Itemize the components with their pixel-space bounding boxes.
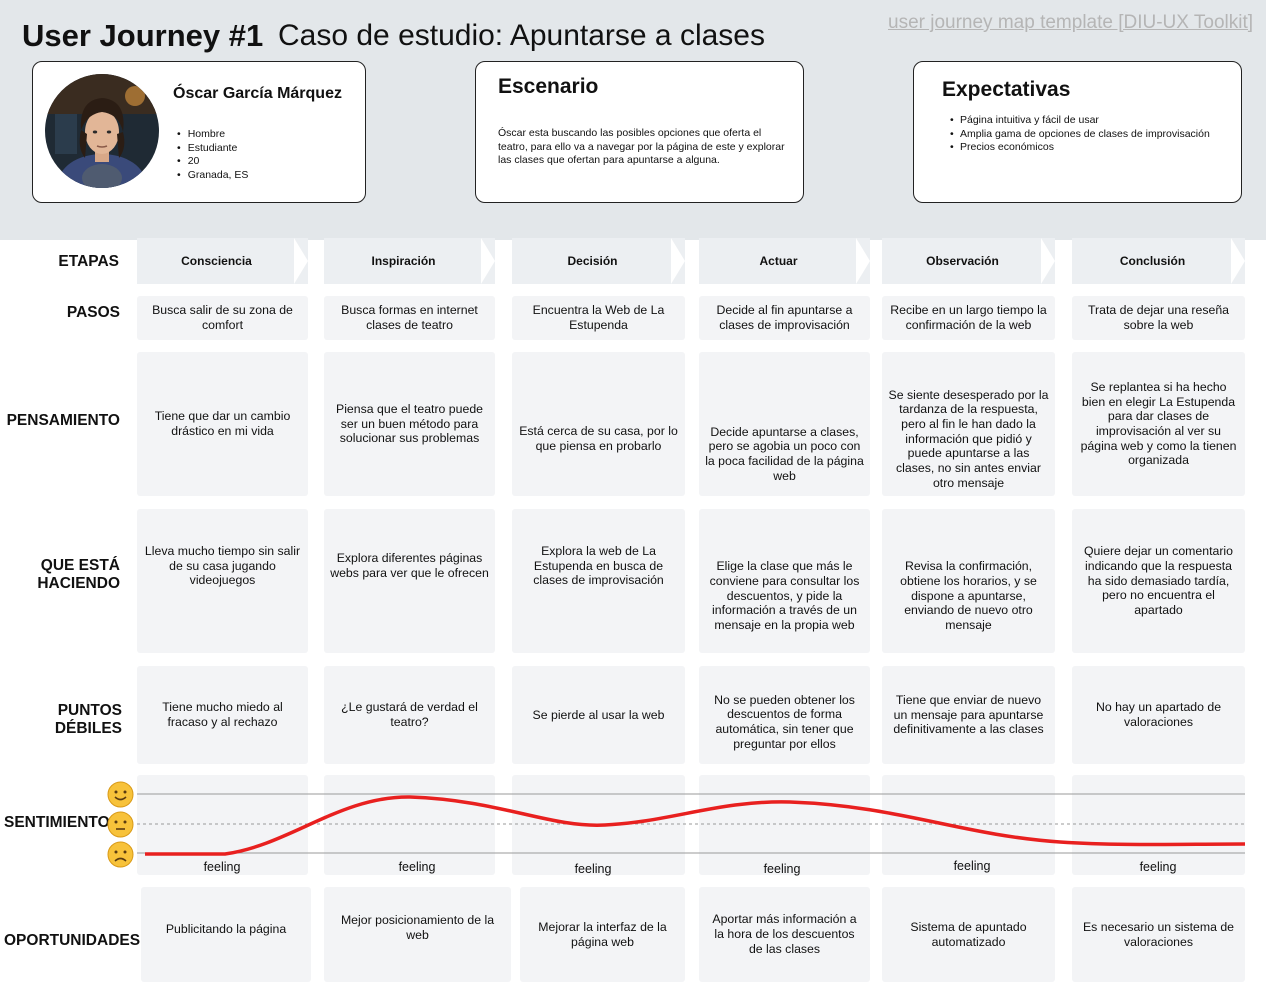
paso-cell: Busca formas en internet clases de teatr… bbox=[324, 296, 495, 340]
haciendo-cell: Elige la clase que más le conviene para … bbox=[699, 509, 870, 653]
pensamiento-cell: Está cerca de su casa, por lo que piensa… bbox=[512, 352, 685, 496]
feeling-label: feeling bbox=[953, 859, 991, 873]
feeling-label: feeling bbox=[398, 860, 436, 874]
paso-cell: Trata de dejar una reseña sobre la web bbox=[1072, 296, 1245, 340]
chevron-right-icon bbox=[856, 238, 870, 284]
oportunidad-cell: Mejor posicionamiento de la web bbox=[324, 887, 511, 982]
oportunidad-cell: Publicitando la página bbox=[141, 887, 311, 982]
row-label-haciendo: QUE ESTÁ HACIENDO bbox=[37, 557, 120, 593]
persona-card: Óscar García Márquez Hombre Estudiante 2… bbox=[32, 61, 366, 203]
pensamiento-cell: Piensa que el teatro puede ser un buen m… bbox=[324, 352, 495, 496]
expectation-item: Amplia gama de opciones de clases de imp… bbox=[950, 128, 1230, 142]
feeling-label: feeling bbox=[203, 860, 241, 874]
sad-face-icon bbox=[107, 841, 134, 868]
chevron-right-icon bbox=[294, 238, 308, 284]
happy-face-icon bbox=[107, 781, 134, 808]
sentimiento-cell bbox=[699, 775, 870, 875]
page-title: User Journey #1 bbox=[22, 18, 264, 53]
scenario-card: Escenario Óscar esta buscando las posibl… bbox=[475, 61, 804, 203]
punto-debil-cell: No se pueden obtener los descuentos de f… bbox=[699, 666, 870, 764]
sentiment-curve bbox=[145, 795, 1246, 856]
row-label-haciendo-line2: HACIENDO bbox=[37, 575, 120, 592]
paso-cell: Recibe en un largo tiempo la confirmació… bbox=[882, 296, 1055, 340]
oportunidad-cell: Es necesario un sistema de valoraciones bbox=[1072, 887, 1245, 982]
chevron-right-icon bbox=[1041, 238, 1055, 284]
paso-cell: Busca salir de su zona de comfort bbox=[137, 296, 308, 340]
expectations-list: Página intuitiva y fácil de usar Amplia … bbox=[950, 114, 1230, 155]
stage-label: Observación bbox=[926, 254, 999, 268]
row-label-puntos-line1: PUNTOS bbox=[57, 702, 122, 719]
stage-label: Decisión bbox=[567, 254, 618, 268]
stage-inspiracion: Inspiración bbox=[324, 238, 495, 284]
expectation-item: Precios económicos bbox=[950, 141, 1230, 155]
stage-actuar: Actuar bbox=[699, 238, 870, 284]
persona-location: Granada, ES bbox=[177, 169, 249, 183]
stage-label: Inspiración bbox=[371, 254, 436, 268]
row-label-haciendo-line1: QUE ESTÁ bbox=[40, 557, 120, 574]
row-label-pensamiento: PENSAMIENTO bbox=[6, 412, 120, 429]
sentimiento-cell bbox=[882, 775, 1055, 875]
chevron-right-icon bbox=[671, 238, 685, 284]
chevron-right-icon bbox=[481, 238, 495, 284]
stage-label: Actuar bbox=[759, 254, 798, 268]
sentimiento-cell bbox=[324, 775, 495, 875]
row-label-sentimiento: SENTIMIENTO bbox=[4, 814, 110, 831]
pensamiento-cell: Se replantea si ha hecho bien en elegir … bbox=[1072, 352, 1245, 496]
feeling-label: feeling bbox=[763, 862, 801, 876]
persona-occupation: Estudiante bbox=[177, 142, 248, 156]
stage-label: Consciencia bbox=[181, 254, 252, 268]
neutral-face-icon bbox=[107, 811, 134, 838]
row-label-pasos: PASOS bbox=[66, 304, 120, 321]
punto-debil-cell: Tiene que enviar de nuevo un mensaje par… bbox=[882, 666, 1055, 764]
persona-name: Óscar García Márquez bbox=[173, 85, 342, 102]
paso-cell: Encuentra la Web de La Estupenda bbox=[512, 296, 685, 340]
row-label-oportunidades: OPORTUNIDADES bbox=[4, 932, 141, 949]
pensamiento-cell: Se siente desesperado por la tardanza de… bbox=[882, 352, 1055, 496]
expectation-item: Página intuitiva y fácil de usar bbox=[950, 114, 1230, 128]
oportunidad-cell: Mejorar la interfaz de la página web bbox=[520, 887, 685, 982]
pensamiento-cell: Decide apuntarse a clases, pero se agobi… bbox=[699, 352, 870, 496]
feeling-label: feeling bbox=[574, 862, 612, 876]
haciendo-cell: Revisa la confirmación, obtiene los hora… bbox=[882, 509, 1055, 653]
punto-debil-cell: ¿Le gustará de verdad el teatro? bbox=[324, 666, 495, 764]
paso-cell: Decide al fin apuntarse a clases de impr… bbox=[699, 296, 870, 340]
sentimiento-cell bbox=[1072, 775, 1245, 875]
stage-observacion: Observación bbox=[882, 238, 1055, 284]
haciendo-cell: Quiere dejar un comentario indicando que… bbox=[1072, 509, 1245, 653]
row-label-etapas: ETAPAS bbox=[58, 253, 119, 270]
chevron-right-icon bbox=[1231, 238, 1245, 284]
persona-attributes: Hombre Estudiante 20 Granada, ES bbox=[177, 128, 249, 183]
scenario-text: Óscar esta buscando las posibles opcione… bbox=[498, 127, 785, 166]
row-label-puntos-line2: DÉBILES bbox=[54, 720, 122, 737]
persona-gender: Hombre bbox=[177, 128, 248, 142]
punto-debil-cell: Se pierde al usar la web bbox=[512, 666, 685, 764]
scenario-title: Escenario bbox=[498, 75, 599, 98]
template-link[interactable]: user journey map template [DIU-UX Toolki… bbox=[888, 12, 1254, 33]
punto-debil-cell: Tiene mucho miedo al fracaso y al rechaz… bbox=[137, 666, 308, 764]
oportunidad-cell: Aportar más información a la hora de los… bbox=[699, 887, 870, 982]
haciendo-cell: Explora la web de La Estupenda en busca … bbox=[512, 509, 685, 653]
expectations-title: Expectativas bbox=[942, 78, 1071, 101]
expectations-card: Expectativas Página intuitiva y fácil de… bbox=[913, 61, 1242, 203]
stage-decision: Decisión bbox=[512, 238, 685, 284]
stage-conclusion: Conclusión bbox=[1072, 238, 1245, 284]
stage-label: Conclusión bbox=[1119, 254, 1186, 268]
sentimiento-cell bbox=[137, 775, 308, 875]
haciendo-cell: Lleva mucho tiempo sin salir de su casa … bbox=[137, 509, 308, 653]
haciendo-cell: Explora diferentes páginas webs para ver… bbox=[324, 509, 495, 653]
pensamiento-cell: Tiene que dar un cambio drástico en mi v… bbox=[137, 352, 308, 496]
oportunidad-cell: Sistema de apuntado automatizado bbox=[882, 887, 1055, 982]
punto-debil-cell: No hay un apartado de valoraciones bbox=[1072, 666, 1245, 764]
stage-consciencia: Consciencia bbox=[137, 238, 308, 284]
feeling-label: feeling bbox=[1139, 860, 1177, 874]
persona-age: 20 bbox=[177, 155, 248, 169]
page-subtitle: Caso de estudio: Apuntarse a clases bbox=[278, 19, 765, 52]
row-label-puntos: PUNTOS DÉBILES bbox=[55, 702, 122, 738]
